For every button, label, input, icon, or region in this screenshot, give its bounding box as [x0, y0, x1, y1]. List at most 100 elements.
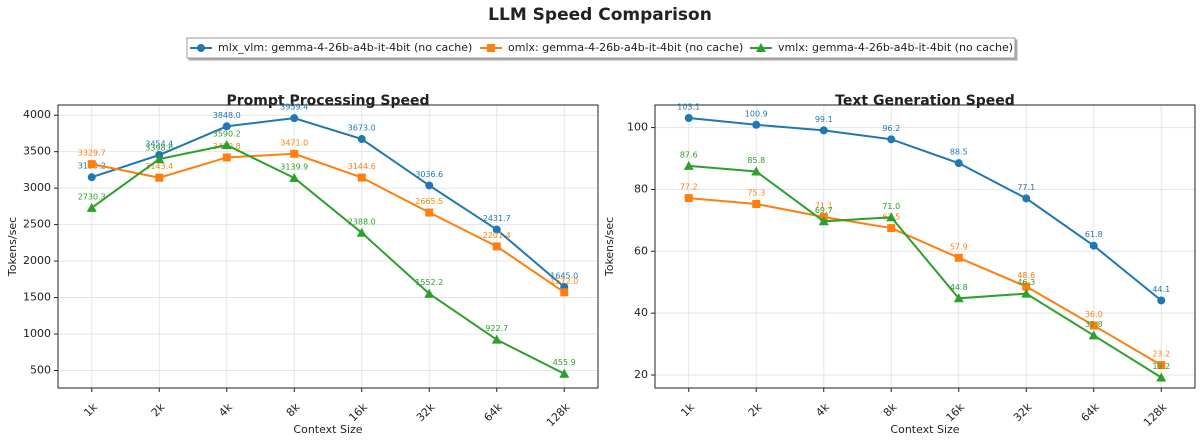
x-axis-label: Context Size: [890, 423, 959, 436]
marker: [86, 202, 97, 212]
marker: [357, 135, 366, 144]
marker: [751, 166, 762, 176]
x-tick-label: 1k: [678, 400, 697, 419]
legend-label: omlx: gemma-4-26b-a4b-it-4bit (no cache): [508, 41, 743, 54]
data-label: 44.1: [1152, 285, 1170, 294]
marker: [684, 194, 693, 203]
x-tick-label: 2k: [149, 400, 168, 419]
marker: [683, 160, 694, 170]
y-axis-label: Tokens/sec: [6, 217, 19, 277]
marker: [684, 113, 693, 122]
marker: [290, 149, 299, 158]
x-tick-label: 1k: [81, 400, 100, 419]
x-tick-label: 32k: [414, 400, 438, 424]
data-label: 44.8: [950, 283, 968, 292]
data-label: 3144.6: [348, 162, 376, 171]
marker: [1157, 296, 1166, 305]
data-label: 3848.0: [213, 111, 241, 120]
marker: [1089, 321, 1098, 330]
marker: [1022, 282, 1031, 291]
data-label: 57.9: [950, 242, 968, 251]
marker: [357, 173, 366, 182]
marker: [954, 253, 963, 262]
data-label: 2665.5: [415, 197, 443, 206]
y-tick-label: 100: [627, 121, 648, 134]
marker: [492, 242, 501, 251]
marker: [953, 293, 964, 303]
figure-title: LLM Speed Comparison: [488, 5, 712, 25]
marker: [492, 225, 501, 234]
marker: [356, 227, 367, 237]
x-tick-label: 16k: [943, 400, 967, 424]
y-tick-label: 1500: [23, 291, 51, 304]
marker: [752, 199, 761, 208]
data-label: 87.6: [680, 150, 698, 159]
data-label: 3471.0: [280, 138, 308, 147]
data-label: 71.1: [815, 201, 833, 210]
data-label: 19.2: [1152, 362, 1170, 371]
series-line: [91, 144, 565, 375]
data-label: 3143.4: [145, 162, 173, 171]
x-tick-label: 64k: [481, 400, 505, 424]
marker: [1157, 361, 1166, 370]
data-label: 61.8: [1085, 230, 1103, 239]
marker: [87, 173, 96, 182]
data-label: 3673.0: [348, 124, 376, 133]
data-label: 3139.9: [280, 162, 308, 171]
series-line: [688, 164, 1162, 379]
marker: [1022, 194, 1031, 203]
marker: [197, 44, 205, 52]
data-label: 1645.0: [550, 271, 578, 280]
marker: [290, 114, 299, 123]
data-label: 99.1: [815, 115, 833, 124]
marker: [1088, 330, 1099, 340]
data-label: 1552.2: [415, 278, 443, 287]
legend-label: vmlx: gemma-4-26b-a4b-it-4bit (no cache): [778, 41, 1013, 54]
chart-title: Text Generation Speed: [835, 93, 1015, 109]
data-label: 3959.4: [280, 103, 308, 112]
series-line: [91, 117, 565, 288]
x-tick-label: 2k: [746, 400, 765, 419]
marker: [87, 160, 96, 169]
data-label: 3454.4: [145, 140, 173, 149]
marker: [221, 140, 232, 150]
data-label: 2201.4: [483, 231, 511, 240]
data-label: 3036.6: [415, 170, 443, 179]
marker: [954, 159, 963, 168]
marker: [425, 181, 434, 190]
data-label: 2431.7: [483, 214, 511, 223]
y-tick-label: 2500: [23, 218, 51, 231]
marker: [491, 334, 502, 344]
marker: [155, 173, 164, 182]
marker: [818, 216, 829, 226]
marker: [560, 288, 569, 297]
data-label: 3329.7: [78, 149, 106, 158]
marker: [819, 126, 828, 135]
data-label: 1572.0: [550, 277, 578, 286]
y-tick-label: 20: [634, 368, 648, 381]
marker: [1156, 372, 1167, 382]
series-line: [688, 197, 1162, 366]
marker: [424, 288, 435, 298]
data-label: 85.8: [747, 156, 765, 165]
data-label: 88.5: [950, 148, 968, 157]
data-label: 48.6: [1017, 271, 1035, 280]
series-line: [91, 152, 565, 294]
chart-title: Prompt Processing Speed: [227, 93, 430, 109]
y-tick-label: 500: [30, 363, 51, 376]
x-tick-label: 32k: [1011, 400, 1035, 424]
marker: [425, 208, 434, 217]
series-line: [688, 116, 1162, 302]
data-label: 23.2: [1152, 350, 1170, 359]
marker: [1021, 288, 1032, 298]
data-label: 69.7: [815, 206, 833, 215]
y-tick-label: 40: [634, 306, 648, 319]
x-tick-label: 16k: [346, 400, 370, 424]
x-axis-label: Context Size: [293, 423, 362, 436]
data-label: 2730.3: [78, 192, 106, 201]
y-tick-label: 2000: [23, 254, 51, 267]
data-label: 75.3: [747, 188, 765, 197]
x-tick-label: 8k: [881, 400, 900, 419]
marker: [154, 154, 165, 164]
